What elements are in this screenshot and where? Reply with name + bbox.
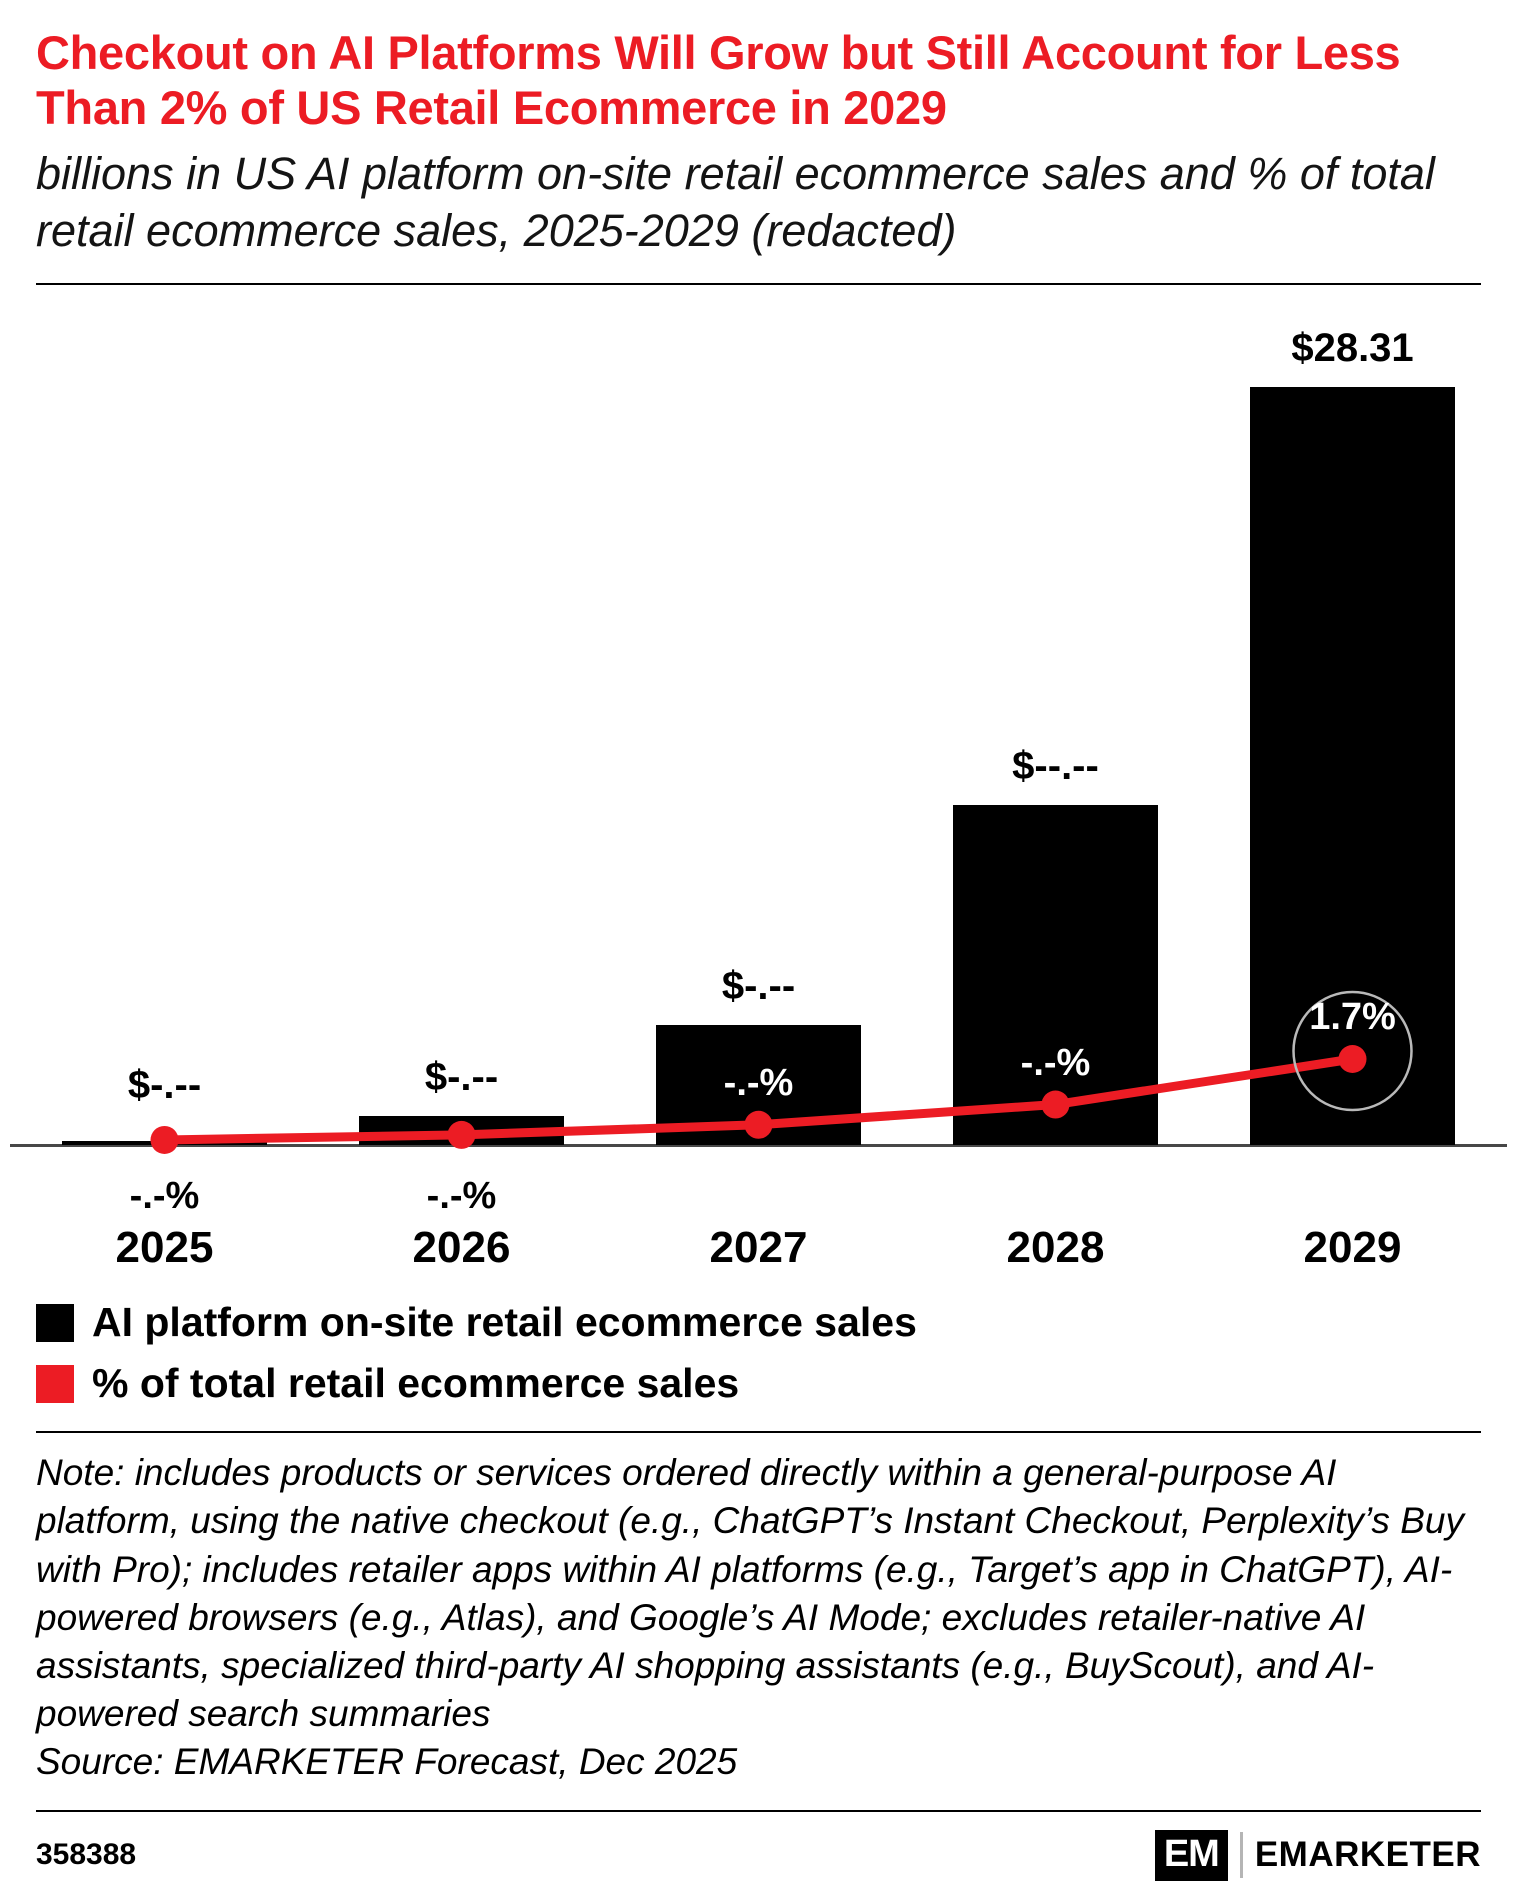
bar-value-label-2026: $-.-- [424, 1054, 499, 1099]
emarketer-wordmark: EMARKETER [1254, 1835, 1481, 1875]
header-divider [36, 283, 1481, 286]
bar-2025 [62, 1141, 267, 1146]
legend-swatch-bar [36, 1303, 74, 1342]
x-axis-label-2026: 2026 [412, 1223, 511, 1273]
legend-item-bars: AI platform on-site retail ecommerce sal… [36, 1299, 1481, 1346]
em-logo-icon: EM [1154, 1829, 1228, 1881]
bar-value-label-2028: $--.-- [1012, 744, 1099, 789]
chart-header: Checkout on AI Platforms Will Grow but S… [36, 26, 1481, 259]
bar-2028 [953, 805, 1158, 1146]
percent-label-2028: -.-% [1020, 1041, 1091, 1084]
note-divider [36, 1431, 1481, 1434]
percent-label-2027: -.-% [723, 1062, 794, 1105]
bar-value-label-2025: $-.-- [127, 1063, 202, 1108]
x-axis-label-2028: 2028 [1006, 1223, 1105, 1273]
x-axis-label-2027: 2027 [709, 1223, 808, 1273]
emarketer-logo: EM EMARKETER [1154, 1829, 1481, 1881]
footer: 358388 EM EMARKETER [36, 1829, 1481, 1891]
logo-separator [1239, 1832, 1243, 1879]
legend-item-line: % of total retail ecommerce sales [36, 1360, 1481, 1407]
x-axis-label-2029: 2029 [1303, 1223, 1402, 1273]
chart-subtitle: billions in US AI platform on-site retai… [36, 148, 1435, 257]
legend: AI platform on-site retail ecommerce sal… [36, 1299, 1481, 1407]
legend-swatch-line [36, 1364, 74, 1403]
legend-label-bar: AI platform on-site retail ecommerce sal… [92, 1299, 917, 1346]
percent-label-2026: -.-% [426, 1175, 497, 1218]
bar-value-label-2027: $-.-- [721, 963, 796, 1008]
bar-line-chart: $-.-- -.-% $-.-- -.-% $-.-- -.-% $--.-- -.-% $28… [10, 299, 1507, 1219]
footer-divider [36, 1809, 1481, 1812]
chart-title: Checkout on AI Platforms Will Grow but S… [36, 26, 1401, 134]
bar-value-label-2029: $28.31 [1291, 326, 1414, 371]
x-axis-line [10, 1144, 1507, 1148]
percent-label-2029: 1.7% [1309, 996, 1396, 1039]
note-text: Note: includes products or services orde… [36, 1452, 1464, 1734]
legend-label-line: % of total retail ecommerce sales [92, 1360, 740, 1407]
source-text: Source: EMARKETER Forecast, Dec 2025 [36, 1740, 738, 1782]
bar-2026 [359, 1115, 564, 1146]
percent-label-2025: -.-% [129, 1175, 200, 1218]
line-point-2025 [150, 1126, 179, 1155]
chart-id: 358388 [36, 1838, 137, 1872]
x-axis-labels: 2025 2026 2027 2028 2029 [16, 1223, 1501, 1273]
x-axis-label-2025: 2025 [115, 1223, 214, 1273]
